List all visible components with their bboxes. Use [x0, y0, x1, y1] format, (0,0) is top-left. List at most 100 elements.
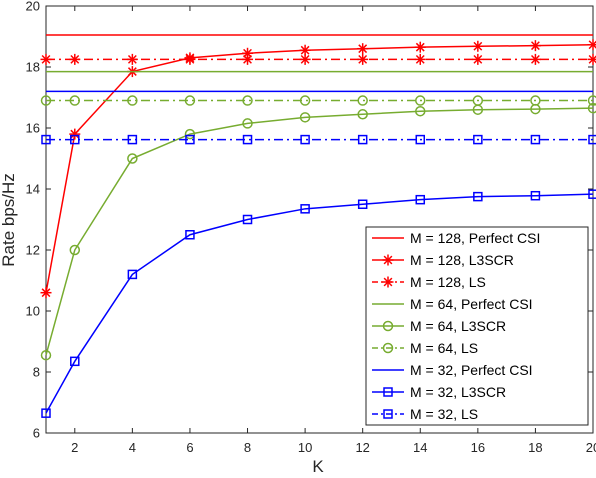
- series-1-point-1: [69, 128, 81, 140]
- x-axis-ticks: 2 4 6 8 10 12 14 16 18 20: [71, 6, 596, 455]
- series-2-point-5: [299, 53, 311, 65]
- series-4-point-6: [357, 109, 368, 120]
- series-5-point-1: [69, 95, 81, 106]
- series-4-point-3: [184, 128, 196, 140]
- series-8: [41, 134, 596, 145]
- legend-marker-5: [382, 342, 394, 354]
- series-4-point-0: [40, 349, 52, 361]
- legend-marker-4: [382, 320, 394, 332]
- series-8-point-3: [185, 134, 195, 145]
- y-tick-label-4: 14: [26, 182, 40, 197]
- axes-box: [45, 5, 594, 434]
- legend-label-0: M = 128, Perfect CSI: [410, 230, 540, 246]
- legend-label-5: M = 64, LS: [410, 340, 478, 356]
- series-2-point-3: [184, 53, 196, 65]
- legend-label-4: M = 64, L3SCR: [410, 318, 506, 334]
- series-7-point-4: [242, 214, 253, 225]
- y-tick-label-1: 8: [33, 365, 40, 380]
- legend: M = 128, Perfect CSI M = 128, L3SCR M = 12…: [365, 226, 589, 426]
- series-2-point-6: [357, 53, 369, 65]
- series-8-point-8: [473, 134, 483, 145]
- legend-label-8: M = 32, LS: [410, 406, 478, 422]
- legend-label-1: M = 128, L3SCR: [410, 252, 514, 268]
- x-tick-label-6: 14: [413, 440, 427, 455]
- x-tick-label-9: 20: [586, 440, 596, 455]
- series-7-point-2: [127, 269, 138, 280]
- series-5-point-4: [242, 95, 253, 106]
- series-8-point-7: [415, 134, 426, 145]
- series-4-point-1: [69, 244, 81, 256]
- series-8-point-6: [357, 134, 368, 145]
- legend-label-3: M = 64, Perfect CSI: [410, 296, 533, 312]
- x-tick-label-1: 4: [129, 440, 136, 455]
- series-5-point-2: [127, 95, 138, 106]
- series-8-point-10: [588, 134, 596, 145]
- series-line-4: [45, 107, 594, 356]
- series-line-7: [45, 193, 594, 414]
- series-1-point-5: [299, 44, 311, 56]
- series-8-point-5: [300, 134, 310, 145]
- series-1-point-9: [529, 40, 541, 52]
- series-5: [40, 95, 596, 106]
- y-tick-label-0: 6: [33, 426, 40, 441]
- series-7-point-1: [70, 356, 80, 367]
- x-tick-label-3: 8: [244, 440, 251, 455]
- series-2-point-8: [472, 53, 484, 65]
- x-tick-label-5: 12: [355, 440, 369, 455]
- series-4: [40, 102, 596, 361]
- x-tick-label-4: 10: [298, 440, 312, 455]
- series-7-point-3: [185, 230, 195, 240]
- y-tick-label-7: 20: [26, 0, 40, 14]
- series-1-point-6: [357, 43, 369, 55]
- series-5-point-7: [415, 95, 426, 106]
- series-4-point-2: [127, 153, 138, 164]
- series-5-point-6: [357, 95, 368, 106]
- series-5-point-3: [184, 95, 196, 106]
- legend-marker-2: [382, 276, 394, 288]
- x-axis-label: K: [312, 457, 324, 476]
- y-axis-ticks: 6 8 10 12 14 16 18 20: [26, 0, 593, 441]
- series-5-point-8: [472, 95, 484, 106]
- series-7-point-0: [41, 408, 51, 418]
- series-4-point-10: [587, 102, 596, 114]
- series-7-point-8: [473, 191, 483, 202]
- plot-area: [40, 5, 596, 434]
- series-8-point-0: [41, 134, 51, 145]
- series-8-point-9: [530, 134, 541, 145]
- series-2-point-7: [414, 53, 426, 65]
- series-7-point-9: [530, 190, 541, 201]
- y-tick-label-5: 16: [26, 121, 40, 136]
- legend-marker-1: [382, 254, 394, 266]
- x-tick-label-0: 2: [71, 440, 78, 455]
- series-4-point-7: [415, 105, 426, 117]
- x-tick-label-8: 18: [528, 440, 542, 455]
- y-axis-label: Rate bps/Hz: [0, 173, 18, 267]
- y-tick-label-6: 18: [26, 60, 40, 75]
- series-5-point-0: [40, 95, 52, 106]
- y-tick-label-2: 10: [26, 304, 40, 319]
- series-4-point-4: [242, 118, 253, 129]
- legend-marker-7: [383, 387, 393, 397]
- series-5-point-10: [587, 95, 596, 106]
- series-7-point-7: [415, 194, 426, 205]
- series-8-point-4: [242, 134, 253, 145]
- series-1-point-7: [414, 41, 426, 53]
- series-1: [40, 39, 596, 299]
- series-7-point-6: [357, 199, 368, 209]
- series-2-point-9: [529, 53, 541, 65]
- legend-label-7: M = 32, L3SCR: [410, 384, 506, 400]
- y-tick-label-3: 12: [26, 243, 40, 258]
- series-2: [40, 53, 596, 65]
- legend-label-6: M = 32, Perfect CSI: [410, 362, 533, 378]
- series-8-point-1: [70, 134, 80, 145]
- series-2-point-1: [69, 53, 81, 65]
- series-2-point-0: [40, 53, 52, 65]
- x-tick-label-2: 6: [186, 440, 193, 455]
- series-4-point-5: [299, 112, 311, 123]
- series-5-point-9: [530, 95, 541, 106]
- series-1-point-8: [472, 40, 484, 52]
- series-7: [41, 189, 596, 418]
- legend-marker-8: [383, 409, 393, 419]
- series-1-point-0: [40, 287, 52, 299]
- series-7-point-10: [588, 189, 596, 199]
